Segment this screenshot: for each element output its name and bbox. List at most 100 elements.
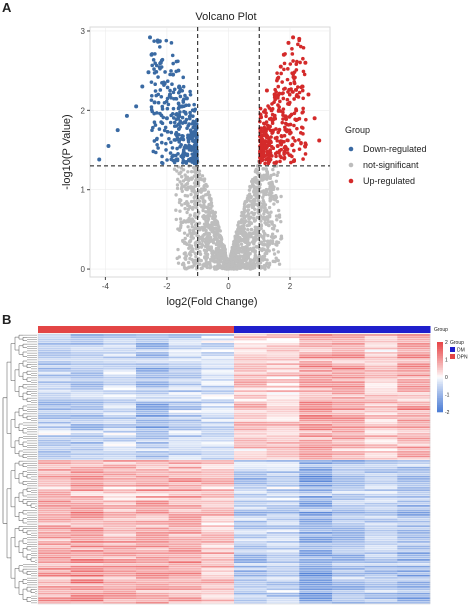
heatmap-cell <box>364 523 398 525</box>
heatmap-cell <box>201 361 235 363</box>
heatmap-cell <box>332 592 365 595</box>
heatmap-cell <box>201 469 235 471</box>
heatmap-cell <box>332 599 365 602</box>
heatmap-cell <box>136 430 169 433</box>
heatmap-cell <box>332 354 365 357</box>
ns-point <box>204 220 209 224</box>
heatmap-cell <box>38 595 71 597</box>
heatmap-cell <box>299 532 333 534</box>
ns-point <box>242 207 247 212</box>
heatmap-cell <box>364 412 398 415</box>
heatmap-cell <box>168 338 202 341</box>
ns-point <box>201 263 205 268</box>
heatmap-cell <box>299 399 333 402</box>
heatmap-cell <box>299 343 333 345</box>
heatmap-cell <box>38 451 71 453</box>
heatmap-cell <box>136 550 169 552</box>
heatmap-cell <box>38 509 71 512</box>
ns-point <box>236 223 240 227</box>
heatmap-cell <box>136 397 169 399</box>
heatmap-cell <box>266 446 300 449</box>
heatmap-cell <box>168 588 202 591</box>
heatmap-cell <box>266 489 300 492</box>
heatmap-cell <box>234 388 267 390</box>
heatmap-cell <box>266 370 300 372</box>
heatmap-cell <box>364 448 398 451</box>
colorbar-segment <box>437 401 443 404</box>
heatmap-cell <box>136 457 169 460</box>
heatmap-cell <box>266 336 300 339</box>
heatmap-cell <box>364 453 398 456</box>
heatmap-cell <box>364 498 398 501</box>
heatmap-cell <box>266 482 300 485</box>
heatmap-cell <box>364 552 398 555</box>
heatmap-cell <box>332 597 365 600</box>
heatmap-cell <box>136 471 169 474</box>
heatmap-cell <box>168 453 202 456</box>
heatmap-cell <box>299 599 333 602</box>
heatmap-cell <box>136 466 169 469</box>
heatmap-cell <box>136 462 169 465</box>
heatmap-cell <box>299 520 333 523</box>
heatmap-cell <box>299 410 333 413</box>
heatmap-cell <box>299 502 333 505</box>
heatmap-cell <box>38 410 71 413</box>
heatmap-cell <box>38 406 71 408</box>
heatmap-cell <box>364 367 398 370</box>
heatmap-cell <box>397 586 431 588</box>
heatmap-cell <box>136 394 169 397</box>
ns-point <box>246 262 251 267</box>
group-annotation-cell <box>266 326 300 333</box>
heatmap-cell <box>103 511 137 514</box>
ns-point <box>192 263 196 267</box>
ns-point <box>268 213 272 217</box>
heatmap-cell <box>299 397 333 399</box>
heatmap-cell <box>266 415 300 417</box>
heatmap-cell <box>266 410 300 413</box>
ns-point <box>198 250 202 254</box>
heatmap-cell <box>364 419 398 422</box>
heatmap-cell <box>397 534 431 537</box>
heatmap-cell <box>168 469 202 471</box>
heatmap-cell <box>103 439 137 442</box>
ns-point <box>183 251 187 255</box>
heatmap-cell <box>364 534 398 537</box>
heatmap-cell <box>332 340 365 343</box>
heatmap-cell <box>168 446 202 449</box>
heatmap-cell <box>266 507 300 510</box>
heatmap-cell <box>201 433 235 435</box>
heatmap-cell <box>332 424 365 426</box>
heatmap-cell <box>332 469 365 471</box>
heatmap-cell <box>332 444 365 447</box>
heatmap-cell <box>168 516 202 519</box>
colorbar-segment <box>437 350 443 353</box>
heatmap-cell <box>397 336 431 339</box>
ns-point <box>188 250 193 254</box>
heatmap-cell <box>38 554 71 557</box>
heatmap-cell <box>201 574 235 577</box>
heatmap-cell <box>234 383 267 386</box>
heatmap-cell <box>70 343 104 345</box>
heatmap-cell <box>201 536 235 539</box>
heatmap-cell <box>332 356 365 359</box>
heatmap-cell <box>234 412 267 415</box>
heatmap-cell <box>136 511 169 514</box>
heatmap-cell <box>38 379 71 381</box>
heatmap-cell <box>136 419 169 422</box>
heatmap-cell <box>201 370 235 372</box>
heatmap-cell <box>201 498 235 501</box>
heatmap-cell <box>266 547 300 550</box>
colorbar-segment <box>437 399 443 402</box>
heatmap-cell <box>299 374 333 377</box>
heatmap-cell <box>70 496 104 498</box>
heatmap-cell <box>168 592 202 595</box>
heatmap-cell <box>364 370 398 372</box>
ns-point <box>197 221 202 225</box>
heatmap-cell <box>168 442 202 444</box>
group-annotation-cell <box>332 326 366 333</box>
heatmap-cell <box>397 489 431 492</box>
ns-point <box>203 183 207 188</box>
heatmap-cell <box>70 475 104 478</box>
heatmap-cell <box>266 340 300 343</box>
heatmap-cell <box>38 516 71 519</box>
